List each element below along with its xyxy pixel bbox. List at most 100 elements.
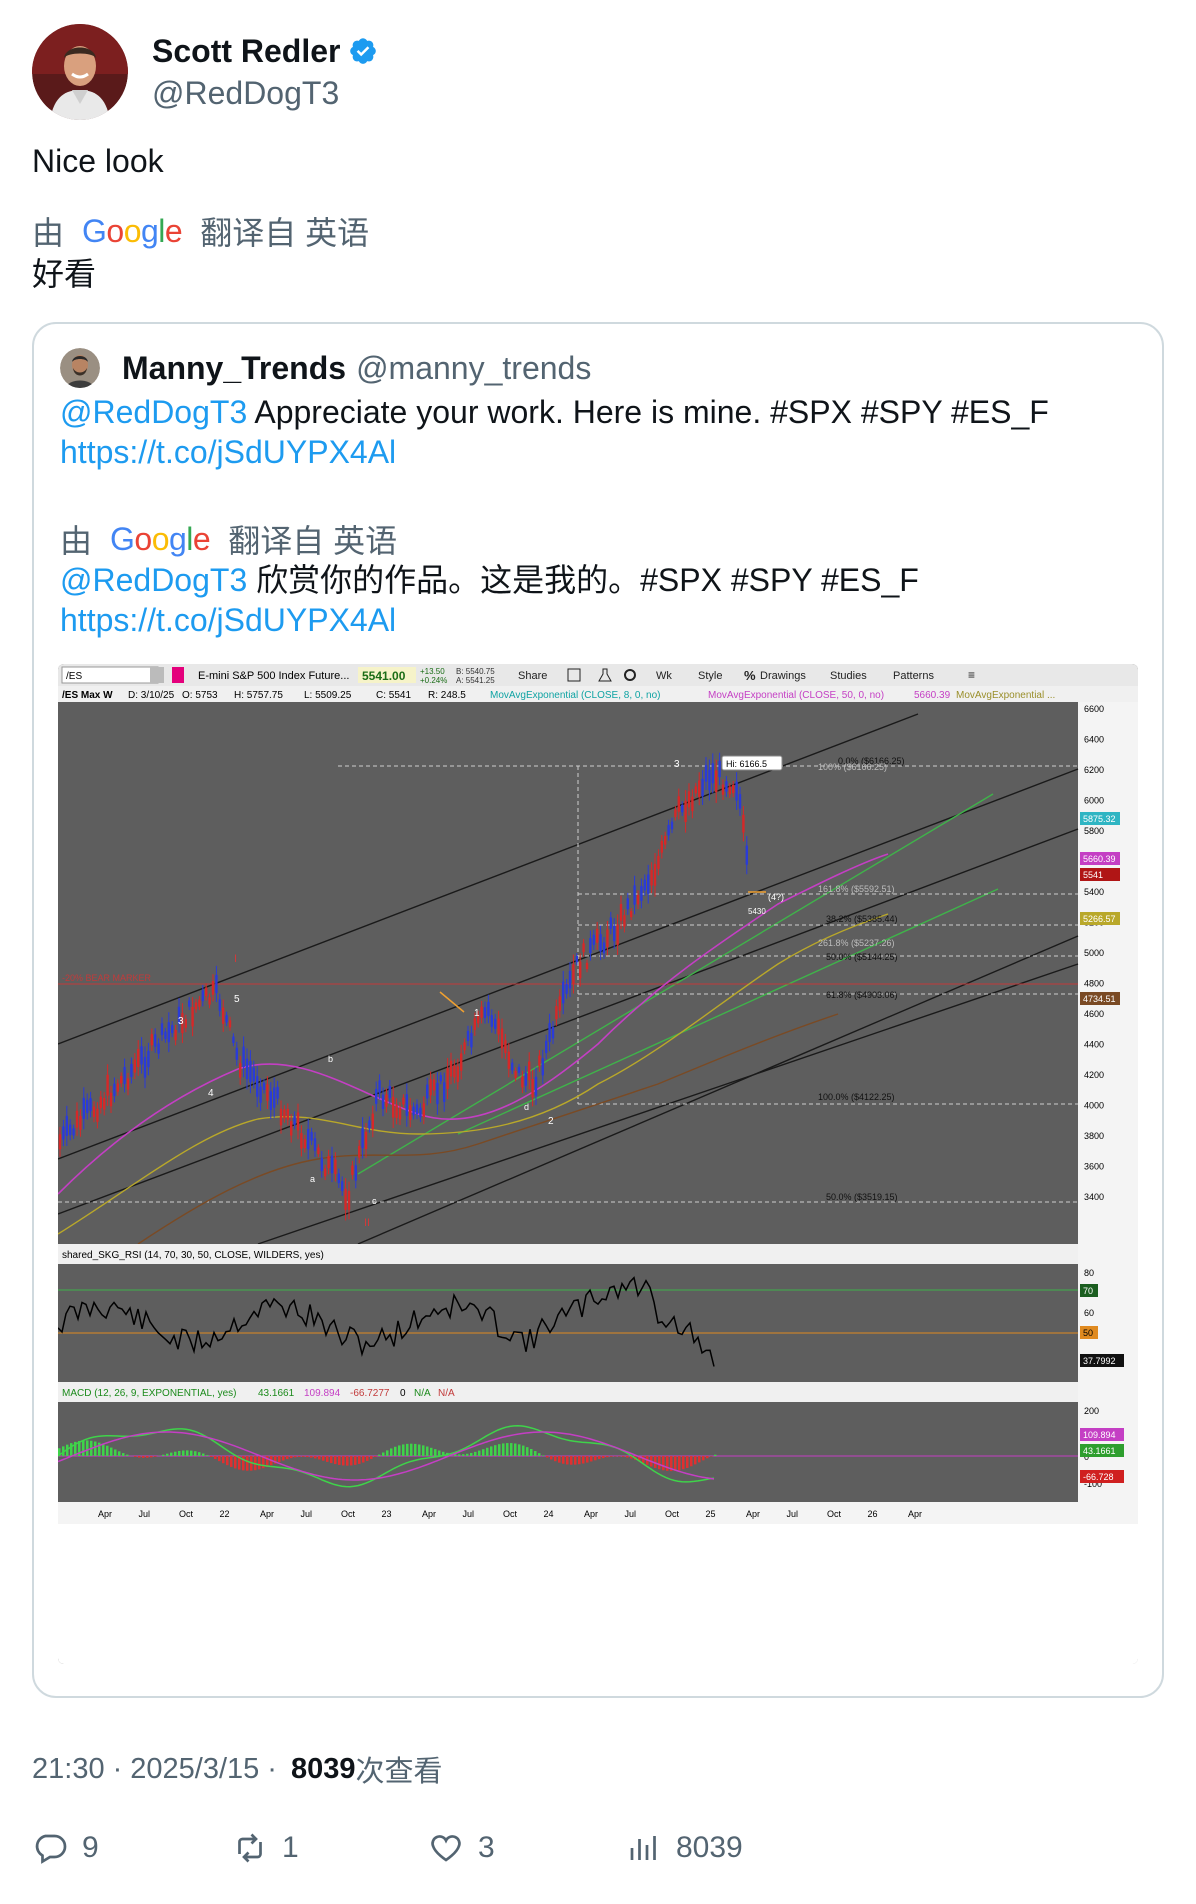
flask-icon[interactable] [598, 668, 612, 682]
macd-histogram-bar [442, 1451, 445, 1456]
calendar-icon[interactable] [567, 668, 581, 682]
macd-histogram-bar [410, 1443, 413, 1456]
menu-icon[interactable]: ≡ [968, 668, 975, 682]
macd-histogram-bar [626, 1456, 629, 1458]
share-button[interactable]: Share [518, 670, 547, 682]
macd-histogram-bar [78, 1440, 81, 1456]
views-count: 8039 [290, 1752, 356, 1785]
quote-url-link[interactable]: https://t.co/jSdUYPX4Al [60, 434, 397, 470]
sma200-line [137, 1013, 839, 1245]
verified-badge-icon [350, 38, 377, 64]
author-avatar[interactable] [32, 24, 128, 120]
macd-histogram-bar [226, 1456, 229, 1466]
candle-body [75, 1110, 79, 1128]
small-5430-label: 5430 [748, 907, 766, 916]
macd-histogram-bar [294, 1456, 297, 1458]
macd-histogram-bar [386, 1450, 389, 1456]
candle-body [256, 1076, 259, 1097]
macd-histogram-bar [426, 1446, 429, 1456]
macd-histogram-bar [594, 1456, 597, 1461]
quote-author-handle[interactable]: @manny_trends [356, 349, 592, 386]
candle-body [99, 1096, 102, 1108]
drawings-button[interactable]: Drawings [760, 670, 806, 682]
candle-body [364, 1131, 368, 1150]
candle-body [62, 1126, 65, 1140]
price-badge-text: 5266.57 [1083, 914, 1116, 924]
quote-author-avatar[interactable] [60, 348, 100, 388]
macd-histogram-bar [266, 1456, 269, 1467]
author-name[interactable]: Scott Redler [152, 33, 341, 69]
candle-body [721, 784, 725, 795]
macd-histogram-bar [498, 1444, 501, 1456]
candle-body [477, 1014, 480, 1024]
macd-histogram-bar [686, 1456, 689, 1468]
candle-body [691, 796, 694, 812]
reply-button[interactable]: 9 [32, 1830, 99, 1866]
quoted-tweet[interactable]: Manny_Trends @manny_trends @RedDogT3 App… [32, 322, 1164, 1698]
price-badge [1080, 852, 1120, 865]
candle-body [698, 780, 701, 797]
rsi-line [58, 1276, 715, 1367]
author-handle[interactable]: @RedDogT3 [152, 75, 340, 111]
time-axis-label: Jul [625, 1509, 637, 1519]
symbol-dropdown-icon[interactable] [150, 667, 164, 683]
gear-icon[interactable] [624, 669, 636, 681]
candle-body [402, 1097, 405, 1105]
fib-labels: 0.0% ($6166.25)100% ($6166.25) 161.8% ($5… [818, 756, 905, 1202]
candle-body [381, 1094, 385, 1110]
high-tag [721, 755, 783, 771]
candle-body [184, 1019, 187, 1028]
chart-image[interactable]: /ES E-mini S&P 500 Index Future... 5541.… [58, 664, 1138, 1664]
percent-icon[interactable]: % [744, 668, 756, 683]
macd-histogram-bar [62, 1446, 65, 1456]
tweet-time[interactable]: 21:30 [32, 1752, 105, 1785]
studies-button[interactable]: Studies [830, 670, 867, 682]
macd-histogram-bar [526, 1447, 529, 1456]
candle-body [738, 794, 742, 809]
candle-body [126, 1078, 130, 1090]
style-button[interactable]: Style [698, 670, 722, 682]
like-button[interactable]: 3 [428, 1830, 495, 1866]
fib-label: 61.8% ($4903.06) [826, 990, 898, 1000]
macd-badge-2-text: 43.1661 [1083, 1446, 1116, 1456]
macd-histogram-bar [314, 1456, 317, 1459]
quote-translated-mention-link[interactable]: @RedDogT3 [60, 562, 248, 598]
candle-body [667, 824, 670, 836]
views-button[interactable]: 8039 [626, 1830, 743, 1866]
quote-translated-url-link[interactable]: https://t.co/jSdUYPX4Al [60, 602, 397, 638]
patterns-button[interactable]: Patterns [893, 670, 934, 682]
wave-d-label: d [524, 1102, 529, 1112]
tweet-date[interactable]: 2025/3/15 [130, 1752, 260, 1785]
candle-body [521, 1076, 524, 1088]
macd-histogram-bar [610, 1456, 613, 1457]
price-axis-label: 6600 [1084, 704, 1104, 714]
candle-body [164, 1031, 167, 1040]
wave-4q-label: (4?) [768, 892, 784, 902]
candle-body [511, 1062, 514, 1071]
price-badges: 5875.32 5660.39 5541 5266.57 4734.51 [1080, 812, 1120, 1005]
quote-translated-body: 欣赏你的作品。这是我的。#SPX #SPY #ES_F [247, 562, 919, 598]
candle-body [415, 1104, 419, 1115]
candle-body [188, 1000, 191, 1007]
bar-low: L: 5509.25 [304, 690, 352, 701]
price-change-pct: +0.24% [420, 676, 447, 685]
macd-histogram-bar [562, 1456, 565, 1464]
link-color-icon[interactable] [172, 667, 184, 683]
aggregation-button[interactable]: Wk [656, 670, 672, 682]
candle-body [137, 1049, 140, 1067]
candle-body [507, 1051, 510, 1069]
time-axis-label: Oct [503, 1509, 518, 1519]
candle-body [565, 983, 568, 994]
retweet-button[interactable]: 1 [232, 1830, 299, 1866]
macd-histogram-bar [470, 1452, 473, 1456]
price-axis-label: 3800 [1084, 1131, 1104, 1141]
candle-body [528, 1061, 531, 1081]
views-chart-icon [630, 1836, 656, 1860]
macd-histogram-bar [146, 1456, 149, 1458]
quote-mention-link[interactable]: @RedDogT3 [60, 394, 248, 430]
macd-histogram-bar [558, 1456, 561, 1463]
candle-body [657, 855, 660, 869]
candle-body [473, 1018, 476, 1030]
macd-histogram-bar [366, 1456, 369, 1461]
quote-author-name[interactable]: Manny_Trends [122, 349, 347, 386]
